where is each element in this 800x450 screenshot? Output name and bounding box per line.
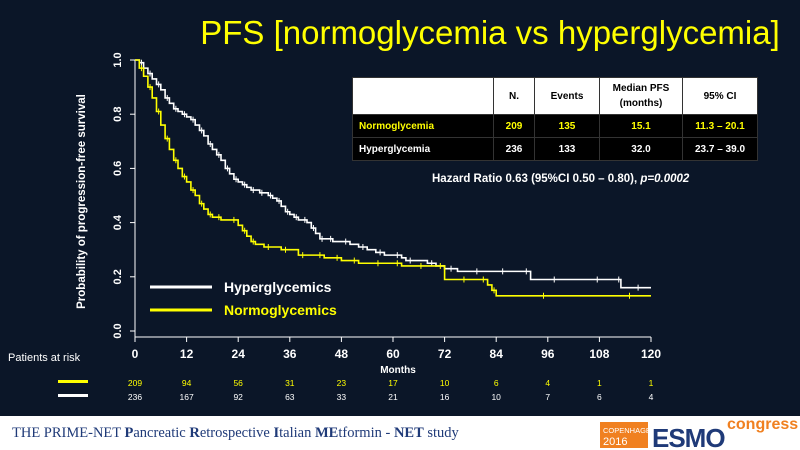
x-tick-label: 48	[335, 347, 349, 361]
footer: THE PRIME-NET Pancreatic Retrospective I…	[0, 416, 800, 450]
risk-count-normo: 31	[285, 378, 295, 388]
table-row: Normoglycemia 209 135 15.1 11.3 – 20.1	[352, 114, 758, 138]
risk-count-normo: 1	[597, 378, 602, 388]
y-tick-label: 0.2	[112, 269, 124, 284]
x-axis-label: Months	[380, 365, 416, 376]
table-header: N.	[493, 77, 535, 115]
legend-label-normo: Normoglycemics	[224, 302, 337, 318]
y-tick-label: 0.6	[112, 161, 124, 176]
risk-count-normo: 23	[337, 378, 347, 388]
footer-text: THE PRIME-NET Pancreatic Retrospective I…	[12, 425, 459, 442]
footer-part-bold: ME	[315, 425, 339, 441]
risk-count-normo: 209	[128, 378, 142, 388]
table-header: 95% CI	[682, 77, 758, 115]
table-cell: Normoglycemia	[352, 114, 494, 138]
y-axis-label: Probability of progression-free survival	[76, 94, 88, 309]
x-tick-label: 120	[641, 347, 661, 361]
risk-count-normo: 1	[649, 378, 654, 388]
x-tick-label: 36	[283, 347, 297, 361]
y-tick-label: 0.4	[112, 214, 124, 230]
x-tick-label: 84	[490, 347, 504, 361]
risk-count-hyper: 6	[597, 392, 602, 402]
footer-part-bold: P	[124, 425, 134, 441]
table-header: Median PFS (months)	[599, 77, 683, 115]
risk-count-hyper: 21	[388, 392, 398, 402]
y-tick-label: 0.0	[112, 323, 124, 338]
x-tick-label: 0	[132, 347, 139, 361]
table-cell: 135	[534, 114, 600, 138]
y-tick-label: 1.0	[112, 52, 124, 67]
table-cell: 236	[493, 137, 535, 161]
risk-count-normo: 6	[494, 378, 499, 388]
table-cell: 23.7 – 39.0	[682, 137, 758, 161]
risk-count-hyper: 167	[180, 392, 194, 402]
footer-part: talian	[279, 425, 315, 441]
table-row: Hyperglycemia 236 133 32.0 23.7 – 39.0	[352, 137, 758, 161]
footer-part-bold: NET	[393, 425, 424, 441]
summary-table: N. Events Median PFS (months) 95% CI Nor…	[352, 77, 758, 161]
footer-part-bold: I	[273, 425, 280, 441]
table-header: Events	[534, 77, 600, 115]
x-tick-label: 96	[541, 347, 555, 361]
risk-count-normo: 94	[182, 378, 192, 388]
risk-count-normo: 56	[233, 378, 243, 388]
esmo-logo: COPENHAGEN 2016 ESMO congress	[600, 416, 798, 450]
risk-count-normo: 10	[440, 378, 450, 388]
x-tick-label: 60	[386, 347, 400, 361]
hazard-ratio-text: Hazard Ratio 0.63 (95%CI 0.50 – 0.80), p…	[432, 173, 689, 185]
risk-key-normo	[58, 380, 88, 383]
table-cell: Hyperglycemia	[352, 137, 494, 161]
risk-count-hyper: 16	[440, 392, 450, 402]
slide-title: PFS [normoglycemia vs hyperglycemia]	[200, 14, 780, 51]
logo-year: 2016	[603, 436, 627, 448]
footer-part: etrospective	[199, 425, 274, 441]
x-tick-label: 108	[589, 347, 609, 361]
x-tick-label: 12	[180, 347, 194, 361]
footer-part: tformin -	[338, 425, 394, 441]
slide: PFS [normoglycemia vs hyperglycemia] 0.0…	[0, 0, 800, 416]
table-header-row: N. Events Median PFS (months) 95% CI	[352, 77, 758, 115]
legend-label-hyper: Hyperglycemics	[224, 279, 332, 295]
table-cell: 32.0	[599, 137, 683, 161]
risk-count-hyper: 4	[649, 392, 654, 402]
footer-part: study	[423, 425, 459, 441]
risk-count-normo: 4	[545, 378, 550, 388]
risk-count-normo: 17	[388, 378, 398, 388]
risk-count-hyper: 7	[545, 392, 550, 402]
p-value: p=0.0002	[640, 173, 690, 185]
logo-brand: ESMO	[652, 423, 725, 450]
logo-city: COPENHAGEN	[603, 426, 656, 435]
table-cell: 15.1	[599, 114, 683, 138]
risk-count-hyper: 92	[233, 392, 243, 402]
footer-part: ancreatic	[133, 425, 190, 441]
series-line-hyperglycemics	[135, 59, 651, 289]
table-header	[352, 77, 494, 115]
y-tick-label: 0.8	[112, 107, 124, 122]
risk-count-hyper: 63	[285, 392, 295, 402]
footer-prefix: THE PRIME-NET	[12, 425, 125, 441]
legend: Hyperglycemics Normoglycemics	[150, 279, 337, 318]
risk-table-label: Patients at risk	[8, 352, 81, 364]
footer-part-bold: R	[189, 425, 200, 441]
x-tick-label: 24	[232, 347, 246, 361]
logo-word: congress	[727, 416, 798, 433]
km-chart: 0.00.20.40.60.81.00 12 24 36 48 60 72 84 96 108 12…	[8, 52, 661, 402]
table-cell: 11.3 – 20.1	[682, 114, 758, 138]
hazard-ratio-main: Hazard Ratio 0.63 (95%CI 0.50 – 0.80),	[432, 173, 641, 185]
table-cell: 209	[493, 114, 535, 138]
table-cell: 133	[534, 137, 600, 161]
risk-table: Patients at risk 209 94 56 31 23 17 10 6 4 1 1 236 16…	[8, 352, 654, 402]
curves-layer	[135, 59, 651, 299]
series-line-normoglycemics	[135, 59, 651, 297]
risk-count-hyper: 236	[128, 392, 142, 402]
risk-count-hyper: 33	[337, 392, 347, 402]
risk-count-hyper: 10	[491, 392, 501, 402]
x-tick-label: 72	[438, 347, 452, 361]
risk-key-hyper	[58, 394, 88, 397]
axes-layer: 0.0 0.2 0.4 0.6 0.8 1.0 0 12 24 36 48 60 72 84 96 108 12…	[76, 52, 661, 376]
